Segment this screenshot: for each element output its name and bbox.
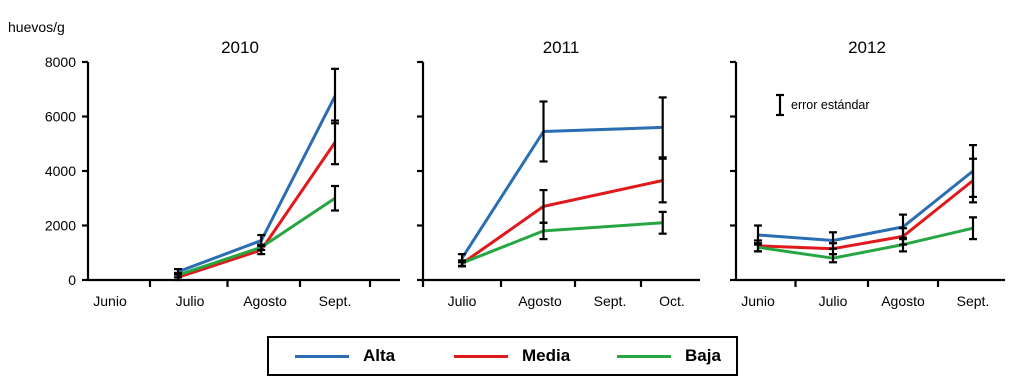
y-tick-label: 8000	[45, 54, 76, 70]
legend-label-baja: Baja	[685, 346, 721, 365]
y-tick-label: 6000	[45, 109, 76, 125]
x-tick-label: Oct.	[659, 293, 685, 309]
error-bar-baja	[539, 221, 548, 241]
legend-label-media: Media	[522, 346, 571, 365]
error-bar-media	[331, 119, 339, 166]
legend-item-baja: Baja	[617, 338, 721, 374]
error-legend-label: error estándar	[791, 98, 870, 112]
panel-title: 2010	[221, 38, 259, 57]
x-tick-label: Sept.	[594, 293, 627, 309]
chart-area: huevos/g 2010 0 2000 4000 6000 8000 Junio Juli…	[8, 19, 1005, 309]
legend-item-alta: Alta	[295, 338, 395, 374]
series-line-media	[177, 141, 337, 279]
error-bar-baja	[331, 184, 339, 212]
x-tick-label: Agosto	[243, 293, 287, 309]
error-bar-baja	[829, 253, 837, 264]
error-bar-media	[658, 157, 667, 204]
panel-title: 2011	[543, 38, 580, 57]
legend-item-media: Media	[454, 338, 570, 374]
legend-label-alta: Alta	[363, 346, 396, 365]
x-tick-label: Julio	[448, 293, 477, 309]
x-tick-label: Junio	[741, 293, 775, 309]
legend-swatch-baja	[617, 354, 671, 358]
y-tick-label: 2000	[45, 218, 76, 234]
panel-2010: 2010 0 2000 4000 6000 8000 Junio Julio Agosto Se…	[45, 38, 400, 309]
error-bar-media	[969, 157, 977, 204]
error-bar-alta	[539, 100, 548, 163]
legend-swatch-media	[454, 354, 508, 358]
y-tick-label: 0	[68, 272, 76, 288]
x-tick-label: Agosto	[881, 293, 925, 309]
y-tick-label: 4000	[45, 163, 76, 179]
x-tick-label: Sept.	[319, 293, 352, 309]
error-bar-baja	[899, 236, 907, 253]
error-bar-alta	[658, 96, 667, 159]
series-line-alta	[757, 169, 974, 242]
error-bar-baja	[257, 243, 266, 252]
error-bar-baja	[174, 271, 182, 279]
series-line-baja	[757, 226, 974, 260]
series-line-alta	[177, 95, 337, 274]
x-tick-label: Junio	[93, 293, 127, 309]
error-legend: error estándar	[776, 93, 870, 117]
error-bar-baja	[969, 216, 977, 241]
legend: Alta Media Baja	[267, 336, 738, 376]
x-tick-label: Julio	[176, 293, 205, 309]
panel-2011: 2011 Julio Agosto Sept. Oct.	[417, 38, 700, 309]
legend-swatch-alta	[295, 354, 349, 358]
panel-title: 2012	[848, 38, 886, 57]
series-line-media	[757, 179, 974, 251]
error-bar-baja	[658, 210, 667, 235]
y-axis-label: huevos/g	[8, 19, 65, 35]
x-tick-label: Agosto	[518, 293, 562, 309]
error-bar-alta	[331, 67, 339, 125]
x-tick-label: Julio	[819, 293, 848, 309]
error-bar-baja	[754, 242, 762, 253]
panel-2012: 2012 Junio Julio Agosto Sept.	[730, 38, 1005, 309]
error-bar-baja	[458, 259, 466, 267]
series-line-alta	[460, 125, 663, 260]
x-tick-label: Sept.	[957, 293, 990, 309]
